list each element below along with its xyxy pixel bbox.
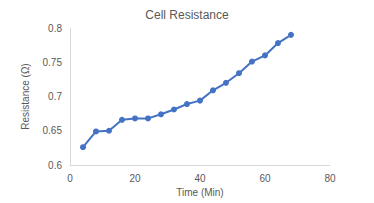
svg-text:0.65: 0.65 [43,125,63,136]
svg-text:0: 0 [67,173,73,184]
svg-text:Resistance (Ω): Resistance (Ω) [20,63,31,129]
svg-text:0.6: 0.6 [48,160,62,171]
svg-text:0.8: 0.8 [48,23,62,34]
svg-text:40: 40 [194,173,206,184]
svg-text:20: 20 [129,173,141,184]
svg-text:0.7: 0.7 [48,91,62,102]
svg-text:Cell Resistance: Cell Resistance [145,8,229,22]
svg-text:Time (Min): Time (Min) [176,187,223,198]
svg-text:80: 80 [324,173,336,184]
svg-text:0.75: 0.75 [43,57,63,68]
svg-text:60: 60 [259,173,271,184]
